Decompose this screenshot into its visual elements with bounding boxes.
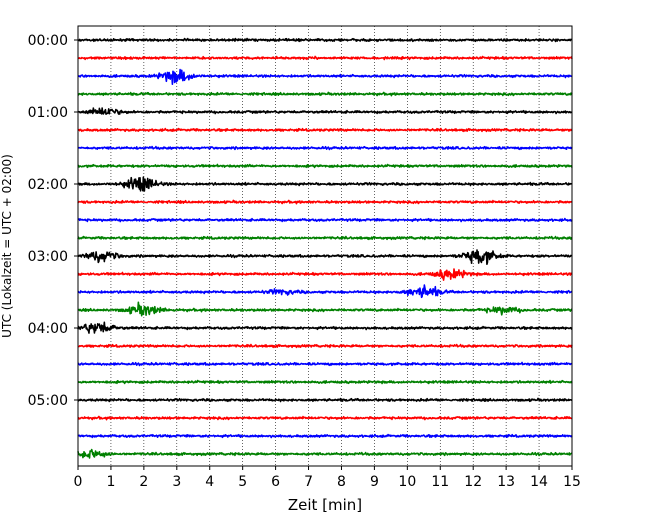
x-tick-label: 3 bbox=[172, 474, 181, 490]
trace-0330 bbox=[77, 284, 573, 299]
x-tick-label: 14 bbox=[530, 474, 548, 490]
y-tick-label: 03:00 bbox=[28, 249, 68, 265]
y-axis: 00:00 01:00 02:00 03:00 04:00 05:00 bbox=[28, 33, 78, 409]
x-tick-label: 13 bbox=[497, 474, 515, 490]
x-tick-label: 8 bbox=[337, 474, 346, 490]
trace-0130 bbox=[77, 145, 573, 151]
x-tick-label: 1 bbox=[106, 474, 115, 490]
y-axis-label: UTC (Lokalzeit = UTC + 02:00) bbox=[0, 154, 14, 338]
x-axis-label: Zeit [min] bbox=[288, 496, 362, 514]
y-tick-label: 05:00 bbox=[28, 393, 68, 409]
x-axis: 0 1 2 3 4 5 6 7 8 9 10 11 12 13 14 15 bbox=[74, 466, 581, 490]
y-tick-label: 04:00 bbox=[28, 321, 68, 337]
x-tick-label: 7 bbox=[304, 474, 313, 490]
trace-0415 bbox=[77, 343, 573, 349]
y-tick-label: 01:00 bbox=[28, 105, 68, 121]
trace-0515 bbox=[77, 415, 573, 421]
trace-0430 bbox=[77, 361, 573, 367]
vertical-grid bbox=[110, 26, 540, 466]
y-tick-label: 00:00 bbox=[28, 33, 68, 49]
trace-0115 bbox=[77, 127, 573, 133]
x-tick-label: 10 bbox=[398, 474, 416, 490]
trace-0200 bbox=[77, 176, 573, 192]
trace-0045 bbox=[77, 91, 573, 97]
trace-0230 bbox=[77, 217, 573, 223]
trace-0445 bbox=[77, 379, 573, 385]
y-tick-label: 02:00 bbox=[28, 177, 68, 193]
trace-0500 bbox=[77, 397, 573, 403]
trace-0100 bbox=[77, 107, 573, 115]
trace-0545 bbox=[77, 448, 573, 459]
trace-0015 bbox=[77, 55, 573, 61]
x-tick-label: 4 bbox=[205, 474, 214, 490]
trace-0530 bbox=[77, 433, 573, 439]
trace-0245 bbox=[77, 235, 573, 241]
trace-0215 bbox=[77, 199, 573, 205]
trace-0315 bbox=[77, 268, 573, 281]
trace-0030 bbox=[77, 68, 573, 86]
x-tick-label: 6 bbox=[271, 474, 280, 490]
x-tick-label: 11 bbox=[431, 474, 449, 490]
plot-frame bbox=[77, 25, 573, 467]
trace-0300 bbox=[77, 249, 573, 266]
x-tick-label: 12 bbox=[464, 474, 482, 490]
trace-0400 bbox=[77, 321, 573, 334]
trace-0345 bbox=[77, 301, 573, 317]
x-tick-label: 2 bbox=[139, 474, 148, 490]
x-tick-label: 5 bbox=[238, 474, 247, 490]
traces bbox=[77, 37, 573, 459]
x-tick-label: 15 bbox=[563, 474, 581, 490]
x-tick-label: 9 bbox=[370, 474, 379, 490]
x-tick-label: 0 bbox=[74, 474, 83, 490]
trace-0000 bbox=[77, 37, 573, 43]
trace-0145 bbox=[77, 163, 573, 169]
